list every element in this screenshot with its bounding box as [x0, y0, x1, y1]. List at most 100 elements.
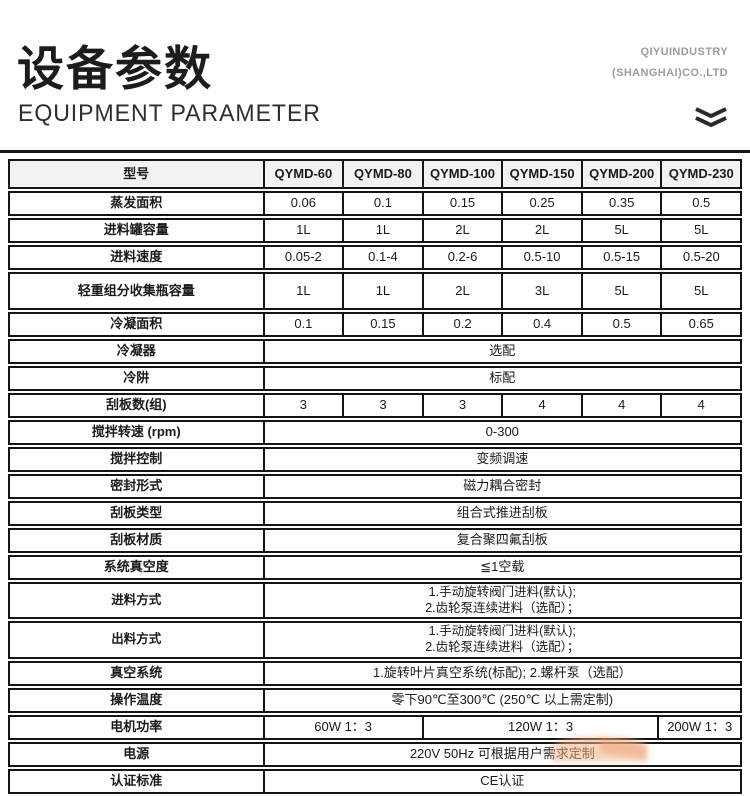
table-row: 刮板数(组) 3 3 3 4 4 4 — [8, 393, 742, 418]
table-row: 冷阱 标配 — [8, 366, 742, 391]
value-cell: 标配 — [262, 368, 740, 389]
value-cell: 0.15 — [421, 193, 502, 214]
value-cell: 60W 1：3 — [262, 716, 422, 738]
value-cell: 0.06 — [262, 193, 343, 214]
value-cell: 0-300 — [262, 422, 740, 443]
value-cell: 0.1-4 — [342, 247, 422, 268]
value-cell: 变频调速 — [262, 449, 740, 470]
value-cell: 220V 50Hz 可根据用户需求定制 — [262, 743, 740, 765]
page-subtitle: EQUIPMENT PARAMETER — [18, 100, 321, 127]
value-cell: 120W 1：3 — [421, 716, 658, 738]
value-cell: 0.2-6 — [421, 247, 502, 268]
table-row: 轻重组分收集瓶容量 1L 1L 2L 3L 5L 5L — [8, 272, 742, 310]
table-row: 进料速度 0.05-2 0.1-4 0.2-6 0.5-10 0.5-15 0.5-20 — [8, 245, 742, 270]
company-line2: (SHANGHAI)CO.,LTD — [612, 66, 728, 79]
row-label: 电源 — [123, 745, 150, 761]
value-cell: 组合式推进刮板 — [262, 503, 740, 524]
table-row: 系统真空度 ≦1空载 — [8, 555, 742, 580]
value-cell: 0.2 — [421, 314, 502, 335]
value-cell: 5L — [660, 274, 740, 308]
value-cell: 0.5-15 — [580, 247, 661, 268]
row-label: 刮板材质 — [110, 532, 163, 548]
table-row: 搅拌转速 (rpm) 0-300 — [8, 420, 742, 445]
value-cell: 2L — [501, 220, 581, 241]
row-label: 冷凝面积 — [110, 316, 163, 332]
column-header: QYMD-60 — [262, 161, 343, 187]
table-row: 刮板材质 复合聚四氟刮板 — [8, 528, 742, 553]
value-cell: 0.4 — [501, 314, 581, 335]
row-label: 轻重组分收集瓶容量 — [77, 282, 195, 298]
table-row: 操作温度 零下90℃至300℃ (250℃ 以上需定制) — [8, 687, 742, 713]
parameter-table: 型号 QYMD-60 QYMD-80 QYMD-100 QYMD-150 QYMD-200… — [8, 159, 742, 796]
value-cell: 5L — [580, 220, 661, 241]
value-cell: 0.5-20 — [660, 247, 740, 268]
table-row: 密封形式 磁力耦合密封 — [8, 474, 742, 499]
row-label: 电机功率 — [110, 718, 163, 734]
column-header: QYMD-80 — [342, 161, 422, 187]
row-label: 操作温度 — [110, 691, 163, 707]
table-row: 冷凝面积 0.1 0.15 0.2 0.4 0.5 0.65 — [8, 312, 742, 337]
table-row: 出料方式 1.手动旋转阀门进料(默认); 2.齿轮泵连续进料（选配）； — [8, 621, 742, 659]
value-cell: ≦1空载 — [262, 557, 740, 578]
value-cell: 复合聚四氟刮板 — [262, 530, 740, 551]
table-row: 电机功率 60W 1：3 120W 1：3 200W 1：3 — [8, 714, 742, 740]
table-row: 认证标准 CE认证 — [8, 768, 742, 794]
value-cell: 3 — [342, 395, 422, 416]
column-header-model: 型号 — [123, 165, 150, 181]
row-label: 搅拌控制 — [110, 451, 163, 467]
value-cell: 1L — [262, 274, 343, 308]
row-label: 系统真空度 — [103, 559, 169, 575]
column-header: QYMD-200 — [580, 161, 661, 187]
header-divider — [0, 150, 750, 153]
value-cell: 5L — [580, 274, 661, 308]
table-row: 进料罐容量 1L 1L 2L 2L 5L 5L — [8, 218, 742, 243]
value-cell: 1.旋转叶片真空系统(标配); 2.螺杆泵（选配） — [262, 662, 740, 684]
value-cell: 1L — [262, 220, 343, 241]
table-row: 蒸发面积 0.06 0.1 0.15 0.25 0.35 0.5 — [8, 191, 742, 216]
value-cell: 5L — [660, 220, 740, 241]
row-label: 认证标准 — [110, 772, 163, 788]
row-label: 密封形式 — [110, 478, 163, 494]
table-row: 搅拌控制 变频调速 — [8, 447, 742, 472]
column-header: QYMD-230 — [660, 161, 740, 187]
value-cell: 3 — [421, 395, 502, 416]
value-cell: 0.5-10 — [501, 247, 581, 268]
value-cell: 磁力耦合密封 — [262, 476, 740, 497]
table-row: 刮板类型 组合式推进刮板 — [8, 501, 742, 526]
page-title: 设备参数 — [17, 42, 213, 95]
value-cell: 2L — [421, 220, 502, 241]
row-label: 搅拌转速 (rpm) — [91, 424, 181, 440]
row-label: 进料速度 — [110, 249, 163, 265]
table-row: 进料方式 1.手动旋转阀门进料(默认); 2.齿轮泵连续进料（选配）； — [8, 582, 742, 620]
value-cell: 零下90℃至300℃ (250℃ 以上需定制) — [262, 689, 740, 711]
row-label: 刮板类型 — [110, 505, 163, 521]
company-name: QIYUINDUSTRY (SHANGHAI)CO.,LTD — [612, 42, 728, 84]
row-label: 刮板数(组) — [105, 397, 167, 413]
value-cell: 0.25 — [501, 193, 581, 214]
double-chevron-down-icon — [695, 107, 727, 128]
row-label: 进料罐容量 — [103, 222, 169, 238]
row-label: 真空系统 — [110, 664, 163, 680]
value-cell: 1.手动旋转阀门进料(默认); 2.齿轮泵连续进料（选配）； — [262, 584, 740, 618]
row-label: 出料方式 — [111, 632, 162, 647]
row-label: 冷凝器 — [116, 343, 156, 359]
column-header: QYMD-150 — [501, 161, 581, 187]
value-cell: 0.65 — [660, 314, 740, 335]
value-cell: 2L — [421, 274, 502, 308]
company-line1: QIYUINDUSTRY — [640, 46, 728, 58]
value-cell: 选配 — [262, 341, 740, 362]
value-cell: 4 — [580, 395, 661, 416]
value-cell: 3L — [501, 274, 581, 308]
value-cell: 0.1 — [342, 193, 422, 214]
value-cell: 1L — [342, 220, 422, 241]
value-cell: 0.5 — [660, 193, 740, 214]
row-label: 冷阱 — [123, 370, 150, 386]
value-cell: 4 — [501, 395, 581, 416]
value-cell: 200W 1：3 — [657, 716, 740, 738]
row-label: 进料方式 — [111, 592, 162, 607]
column-header: QYMD-100 — [421, 161, 502, 187]
value-cell: 0.15 — [342, 314, 422, 335]
page-header: 设备参数 EQUIPMENT PARAMETER QIYUINDUSTRY (S… — [0, 0, 750, 150]
value-cell: 0.35 — [580, 193, 661, 214]
value-cell: 0.1 — [262, 314, 343, 335]
